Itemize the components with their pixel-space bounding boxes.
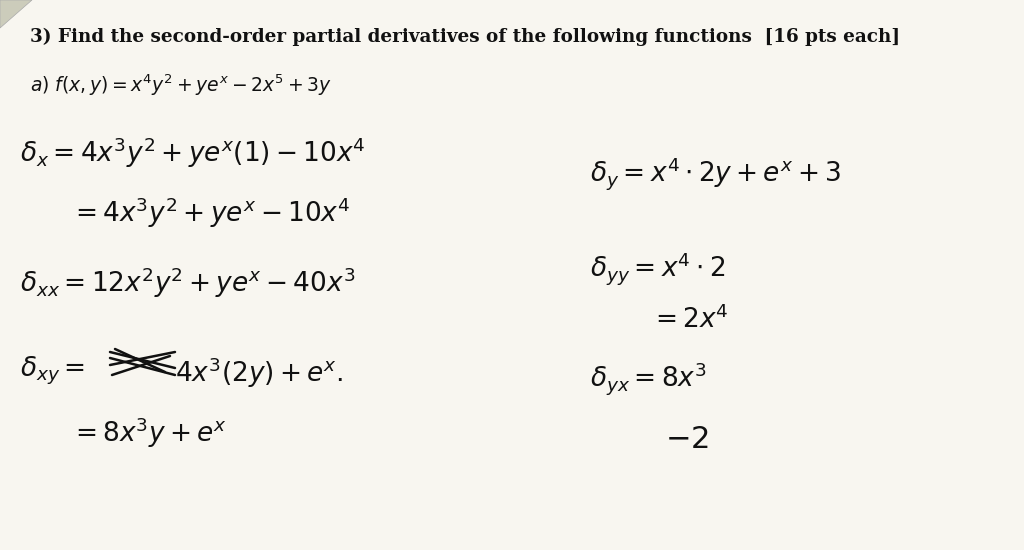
Text: $\delta_{xx} = 12x^2y^2 + ye^x - 40x^3$: $\delta_{xx} = 12x^2y^2 + ye^x - 40x^3$ bbox=[20, 265, 355, 300]
Text: $\delta_{yx} = 8x^3$: $\delta_{yx} = 8x^3$ bbox=[590, 360, 707, 397]
Text: $4x^3(2y) + e^x.$: $4x^3(2y) + e^x.$ bbox=[175, 355, 343, 389]
Text: $\delta_{xy} =$: $\delta_{xy} =$ bbox=[20, 355, 85, 387]
Text: 3) Find the second-order partial derivatives of the following functions  [16 pts: 3) Find the second-order partial derivat… bbox=[30, 28, 900, 46]
Text: $\delta_y = x^4 \cdot 2y + e^x + 3$: $\delta_y = x^4 \cdot 2y + e^x + 3$ bbox=[590, 155, 841, 192]
Text: $= 2x^4$: $= 2x^4$ bbox=[650, 305, 729, 333]
Text: $= 4x^3y^2 + ye^x - 10x^4$: $= 4x^3y^2 + ye^x - 10x^4$ bbox=[70, 195, 350, 229]
Text: $\delta_x = 4x^3 y^2 + ye^x(1) - 10x^4$: $\delta_x = 4x^3 y^2 + ye^x(1) - 10x^4$ bbox=[20, 135, 366, 169]
Text: $\delta_{yy} = x^4 \cdot 2$: $\delta_{yy} = x^4 \cdot 2$ bbox=[590, 250, 725, 287]
Text: $-2$: $-2$ bbox=[665, 425, 709, 454]
Polygon shape bbox=[0, 0, 32, 28]
Text: $a)\ f(x,y) = x^4y^2 + ye^x - 2x^5 + 3y$: $a)\ f(x,y) = x^4y^2 + ye^x - 2x^5 + 3y$ bbox=[30, 72, 332, 97]
Text: $= 8x^3y + e^x$: $= 8x^3y + e^x$ bbox=[70, 415, 227, 449]
